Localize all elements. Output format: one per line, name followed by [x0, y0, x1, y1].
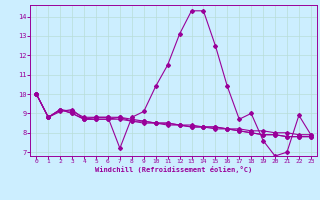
X-axis label: Windchill (Refroidissement éolien,°C): Windchill (Refroidissement éolien,°C) — [95, 166, 252, 173]
